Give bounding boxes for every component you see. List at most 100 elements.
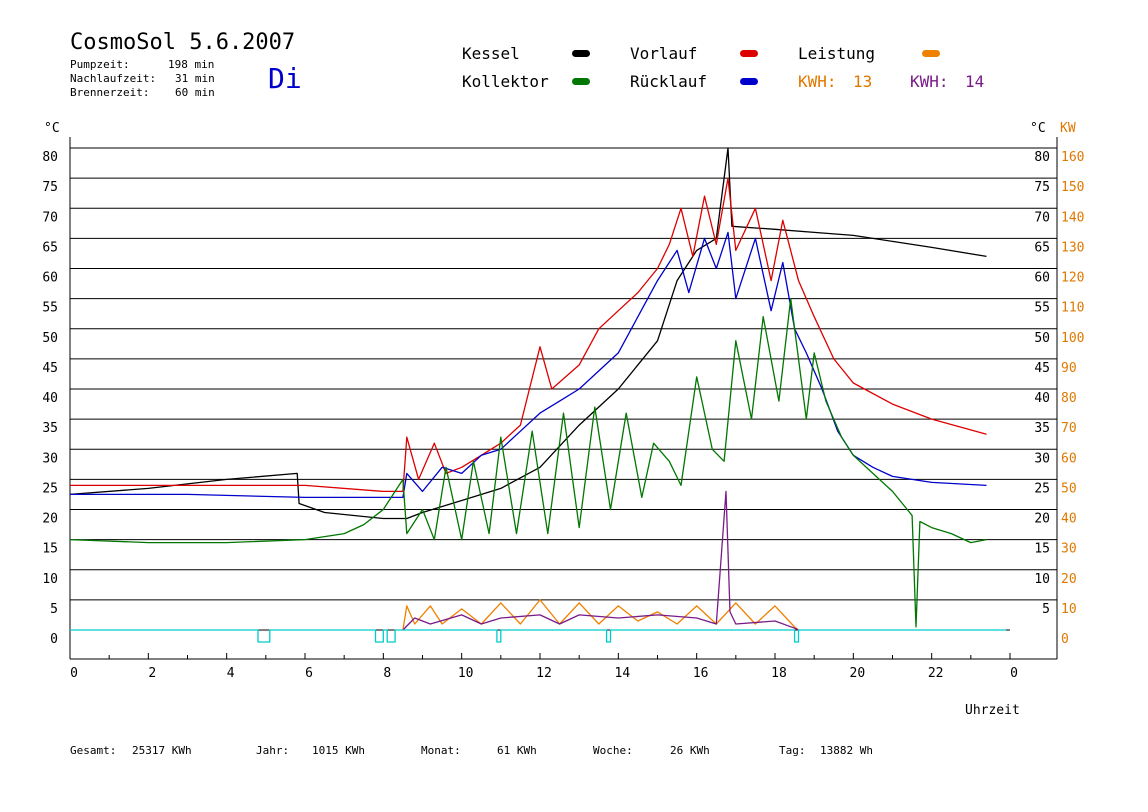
- y-tick-left-5: 5: [50, 602, 58, 617]
- y-tick-left-45: 45: [42, 361, 58, 376]
- y-tick-left-25: 25: [42, 481, 58, 496]
- y-tick-right-temp-35: 35: [1034, 421, 1050, 436]
- stat-nachlaufzeit-value: 31 min: [175, 72, 215, 85]
- series-line-kessel-0: [69, 147, 987, 520]
- y-tick-right-temp-60: 60: [1034, 271, 1050, 286]
- legend-vorlauf-label: Vorlauf: [630, 44, 698, 63]
- legend-kollektor-swatch: [572, 78, 590, 85]
- footer-jahr-value: 1015 KWh: [312, 744, 365, 757]
- legend-leistung-swatch: [922, 50, 940, 57]
- temperature-chart: °C °C KW Uhrzeit 05101520253035404550556…: [42, 121, 1084, 718]
- y-tick-left-70: 70: [42, 210, 58, 225]
- y-tick-left-75: 75: [42, 180, 58, 195]
- y-tick-right-power-110: 110: [1061, 301, 1084, 316]
- y-tick-right-temp-10: 10: [1034, 572, 1050, 587]
- stat-nachlaufzeit-label: Nachlaufzeit:: [70, 72, 157, 85]
- footer-tag-label: Tag:: [779, 744, 806, 757]
- y-tick-right-temp-50: 50: [1034, 331, 1050, 346]
- y-tick-left-10: 10: [42, 572, 58, 587]
- y-tick-right-temp-15: 15: [1034, 542, 1050, 557]
- y-axis-label-right-temp: °C: [1030, 121, 1046, 136]
- footer-monat-value: 61 KWh: [497, 744, 537, 757]
- y-axis-label-right-power: KW: [1060, 121, 1076, 136]
- legend-kollektor-label: Kollektor: [462, 72, 549, 91]
- footer-gesamt-label: Gesamt:: [70, 744, 117, 757]
- y-tick-left-15: 15: [42, 542, 58, 557]
- footer-woche-label: Woche:: [593, 744, 633, 757]
- legend-kessel-label: Kessel: [462, 44, 520, 63]
- y-tick-right-power-140: 140: [1061, 210, 1084, 225]
- x-tick-label-14: 14: [615, 666, 631, 681]
- y-tick-right-temp-75: 75: [1034, 180, 1050, 195]
- y-tick-right-temp-20: 20: [1034, 512, 1050, 527]
- series-line-vorlauf-1: [70, 177, 987, 493]
- x-tick-label-16: 16: [693, 666, 709, 681]
- legend-ruecklauf-label: Rücklauf: [630, 72, 708, 91]
- y-tick-left-35: 35: [42, 421, 58, 436]
- y-tick-right-temp-25: 25: [1034, 481, 1050, 496]
- y-tick-right-temp-65: 65: [1034, 240, 1050, 255]
- y-tick-right-power-40: 40: [1061, 512, 1077, 527]
- footer-tag-value: 13882 Wh: [820, 744, 873, 757]
- y-tick-left-80: 80: [42, 150, 58, 165]
- legend-ruecklauf-swatch: [740, 78, 758, 85]
- stat-brennerzeit-label: Brennerzeit:: [70, 86, 150, 99]
- x-tick-label-20: 20: [850, 666, 866, 681]
- y-tick-left-65: 65: [42, 240, 58, 255]
- legend-vorlauf-swatch: [740, 50, 758, 57]
- series-line-kwh-5: [402, 490, 799, 631]
- y-tick-right-power-20: 20: [1061, 572, 1077, 587]
- x-tick-label-10: 10: [458, 666, 474, 681]
- page-title: CosmoSol 5.6.2007: [70, 30, 296, 55]
- footer-woche-value: 26 KWh: [670, 744, 710, 757]
- y-tick-left-0: 0: [50, 632, 58, 647]
- y-tick-left-20: 20: [42, 512, 58, 527]
- series-line-r-cklauf-2: [70, 231, 987, 499]
- y-tick-right-temp-45: 45: [1034, 361, 1050, 376]
- y-tick-right-temp-30: 30: [1034, 451, 1050, 466]
- legend-kwh2-label: KWH:: [910, 72, 949, 91]
- series-line-pumpe-6: [70, 629, 1007, 643]
- y-tick-right-power-90: 90: [1061, 361, 1077, 376]
- y-tick-right-temp-40: 40: [1034, 391, 1050, 406]
- footer-jahr-label: Jahr:: [256, 744, 290, 757]
- legend-kwh1-label: KWH:: [798, 72, 837, 91]
- x-tick-label-2: 2: [148, 666, 156, 681]
- x-tick-label-22: 22: [928, 666, 944, 681]
- y-tick-right-power-60: 60: [1061, 451, 1077, 466]
- legend-kessel-swatch: [572, 50, 590, 57]
- x-tick-label-18: 18: [771, 666, 787, 681]
- y-tick-left-55: 55: [42, 301, 58, 316]
- y-tick-left-30: 30: [42, 451, 58, 466]
- y-tick-right-power-80: 80: [1061, 391, 1077, 406]
- y-tick-right-power-0: 0: [1061, 632, 1069, 647]
- stat-pumpzeit-value: 198 min: [168, 58, 215, 71]
- x-tick-label-0: 0: [70, 666, 78, 681]
- weekday-label: Di: [268, 62, 302, 95]
- legend-kwh1-value: 13: [853, 72, 873, 91]
- y-tick-right-power-30: 30: [1061, 542, 1077, 557]
- legend-kwh2-value: 14: [965, 72, 985, 91]
- y-tick-left-60: 60: [42, 271, 58, 286]
- y-tick-right-temp-70: 70: [1034, 210, 1050, 225]
- y-tick-left-40: 40: [42, 391, 58, 406]
- footer-gesamt-value: 25317 KWh: [132, 744, 192, 757]
- series-line-kollektor-3: [69, 297, 987, 628]
- footer-monat-label: Monat:: [421, 744, 461, 757]
- x-tick-label-12: 12: [536, 666, 552, 681]
- y-tick-right-temp-80: 80: [1034, 150, 1050, 165]
- y-tick-right-power-120: 120: [1061, 271, 1084, 286]
- y-tick-right-power-160: 160: [1061, 150, 1084, 165]
- x-tick-label-6: 6: [305, 666, 313, 681]
- y-tick-right-temp-5: 5: [1042, 602, 1050, 617]
- y-tick-right-power-50: 50: [1061, 481, 1077, 496]
- y-tick-right-power-130: 130: [1061, 240, 1084, 255]
- y-axis-label-left: °C: [44, 121, 60, 136]
- y-tick-right-power-70: 70: [1061, 421, 1077, 436]
- x-tick-label-4: 4: [227, 666, 235, 681]
- x-tick-label-24: 0: [1010, 666, 1018, 681]
- stat-brennerzeit-value: 60 min: [175, 86, 215, 99]
- y-tick-right-power-100: 100: [1061, 331, 1084, 346]
- x-axis-label: Uhrzeit: [965, 703, 1020, 718]
- y-tick-right-temp-55: 55: [1034, 301, 1050, 316]
